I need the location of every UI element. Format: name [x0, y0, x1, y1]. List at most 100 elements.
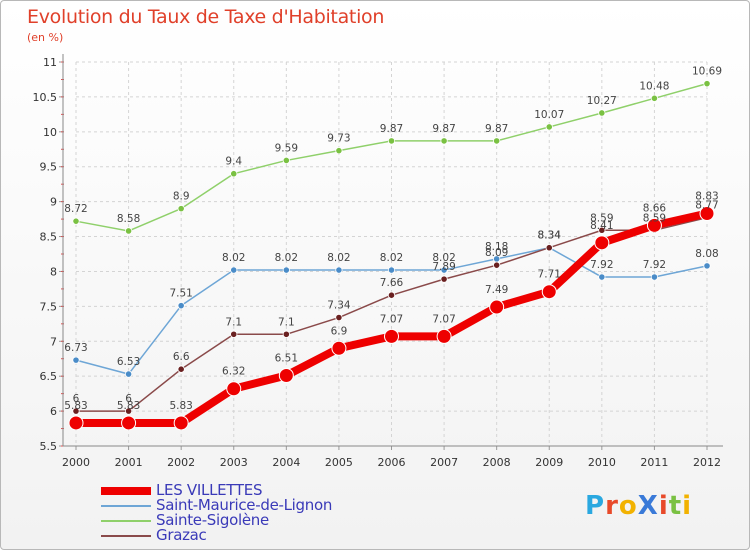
data-label: 8.34	[538, 230, 562, 242]
logo-letter: i	[658, 491, 669, 521]
data-point	[650, 273, 659, 281]
legend-label: Grazac	[156, 526, 207, 544]
data-point	[282, 156, 290, 165]
data-label: 9.73	[327, 133, 350, 145]
grid	[75, 61, 708, 447]
data-point	[387, 291, 396, 299]
data-label: 6.73	[64, 342, 87, 354]
data-label: 9.4	[225, 156, 242, 168]
x-tick-label: 2011	[640, 456, 668, 469]
data-label: 7.92	[643, 259, 666, 271]
data-point	[594, 235, 610, 251]
data-label: 8.77	[695, 200, 718, 212]
x-tick-label: 2006	[378, 456, 406, 469]
y-tick-label: 5.5	[40, 440, 58, 453]
data-point	[646, 217, 662, 233]
data-label: 6.53	[117, 356, 140, 368]
x-tick-label: 2008	[483, 456, 511, 469]
data-point	[177, 365, 185, 373]
data-label: 9.87	[380, 123, 403, 135]
x-tick-label: 2010	[588, 456, 616, 469]
data-point	[699, 206, 715, 222]
data-point	[335, 147, 343, 155]
data-label: 9.87	[432, 123, 455, 135]
data-label: 8.66	[643, 202, 667, 214]
data-point	[440, 137, 448, 145]
data-label: 7.66	[380, 277, 404, 289]
legend-label: LES VILLETTES	[156, 481, 263, 499]
data-point	[650, 94, 659, 102]
x-tick-label: 2007	[430, 456, 458, 469]
data-label: 5.83	[169, 400, 192, 412]
data-label: 8.18	[485, 241, 508, 253]
data-point	[230, 330, 238, 338]
data-point	[177, 205, 185, 213]
data-point	[121, 415, 137, 431]
data-label: 8.02	[222, 252, 245, 264]
chart-title: Evolution du Taux de Taxe d'Habitation	[27, 6, 385, 28]
logo-letter: i	[682, 491, 693, 521]
data-label: 7.92	[590, 259, 613, 271]
data-label: 10.48	[639, 80, 669, 92]
series-layer	[68, 80, 715, 431]
data-point	[230, 266, 238, 274]
x-tick-label: 2000	[62, 456, 90, 469]
data-point	[489, 299, 505, 315]
data-label: 6.51	[275, 352, 298, 364]
data-point	[598, 226, 606, 234]
legend-label: Saint-Maurice-de-Lignon	[156, 496, 333, 514]
data-point	[335, 313, 343, 322]
data-point	[335, 266, 343, 274]
data-label: 7.1	[278, 316, 295, 328]
x-tick-label: 2009	[535, 456, 563, 469]
data-point	[124, 370, 133, 378]
y-tick-label: 7.5	[40, 300, 58, 313]
data-label: 8.02	[432, 252, 455, 264]
data-label: 7.51	[169, 288, 192, 300]
x-tick-label: 2004	[272, 456, 300, 469]
data-point	[331, 340, 347, 356]
data-point	[440, 266, 448, 274]
data-point	[545, 123, 553, 131]
data-point	[124, 407, 133, 415]
data-label: 7.89	[432, 261, 455, 273]
data-label: 8.59	[643, 212, 666, 224]
data-label: 8.34	[538, 230, 562, 242]
data-point	[72, 217, 80, 225]
logo-letter: o	[618, 491, 638, 521]
data-label: 6	[125, 393, 132, 405]
data-point	[387, 266, 396, 274]
logo-letter: t	[668, 491, 683, 521]
data-point	[72, 407, 80, 415]
data-label: 8.02	[380, 252, 403, 264]
data-point	[541, 284, 557, 300]
data-label: 6.32	[222, 366, 245, 378]
data-point	[387, 137, 396, 145]
data-point	[282, 266, 290, 274]
legend-swatch	[101, 520, 151, 522]
data-label: 8.58	[117, 213, 140, 225]
logo-letter: P	[585, 491, 606, 521]
x-tick-label: 2001	[115, 456, 143, 469]
data-point	[703, 262, 711, 270]
data-label: 7.34	[327, 300, 351, 312]
logo-letter: X	[637, 491, 659, 521]
data-label: 9.59	[275, 142, 298, 154]
legend-swatch	[101, 535, 151, 537]
logo-letter: r	[605, 491, 619, 521]
data-label: 6.9	[331, 325, 348, 337]
data-point	[493, 137, 501, 145]
y-tick-label: 9.5	[40, 161, 58, 174]
y-tick-label: 9	[50, 196, 57, 209]
data-label: 8.83	[695, 191, 718, 203]
data-point	[545, 244, 553, 252]
data-label: 7.1	[225, 316, 242, 328]
data-label: 5.83	[117, 400, 140, 412]
data-label: 8.9	[173, 191, 190, 203]
data-point	[173, 415, 189, 431]
data-label: 8.41	[590, 220, 613, 232]
data-label: 8.59	[590, 212, 613, 224]
